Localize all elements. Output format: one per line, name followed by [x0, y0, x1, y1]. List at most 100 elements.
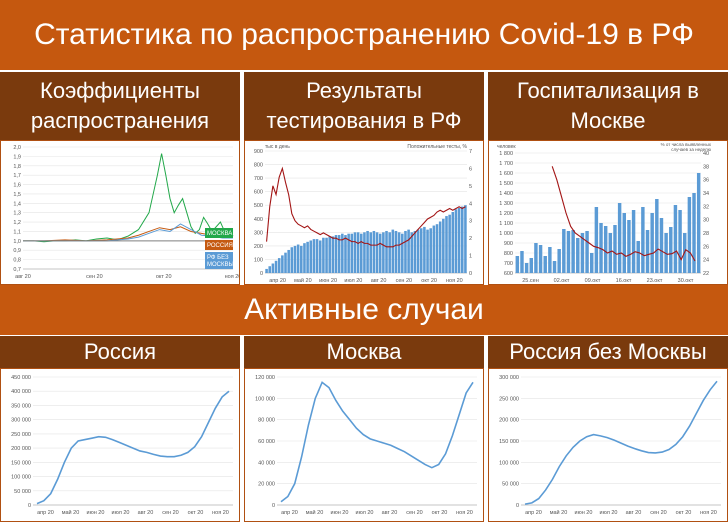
x-tick-label: ноя 20	[225, 274, 239, 280]
series-line	[266, 166, 466, 248]
y-tick-label: 350 000	[11, 403, 31, 409]
bar	[296, 244, 300, 273]
x-tick-label: авг 20	[15, 274, 31, 280]
x-tick-label: окт 20	[156, 274, 172, 280]
chart-coef: 2,0 1,9 1,8 1,7 1,6 1,5 1,4 1,3 1,2 1,1 1,0 0,9 0,8 0…	[13, 145, 241, 280]
bar	[580, 233, 585, 273]
y-tick-label: 800	[254, 163, 263, 169]
x-tick-label: окт 20	[421, 278, 437, 284]
y2-tick-label: 1	[469, 254, 472, 260]
y-tick-label: 50 000	[14, 489, 31, 495]
bar	[334, 235, 338, 273]
y-tick-label: 300 000	[499, 375, 519, 381]
x-tick-label: сен 20	[650, 510, 667, 516]
bar	[603, 226, 608, 273]
legend-label: РОССИЯ	[207, 243, 233, 249]
y-tick-label: 600	[254, 190, 263, 196]
bar	[378, 233, 382, 273]
y-tick-label: 80 000	[258, 418, 275, 424]
header-tests: Результаты тестирования в РФ	[244, 72, 484, 140]
y2-tick-label: 26	[703, 244, 709, 250]
series-line	[524, 380, 718, 505]
y-axis-label: тыс в день	[265, 144, 290, 150]
bar	[407, 229, 410, 273]
x-tick-label: май 20	[294, 277, 312, 284]
bar	[359, 233, 363, 273]
y-tick-label: 100 000	[11, 475, 31, 481]
header-russia: Россия	[0, 336, 240, 368]
x-tick-label: авг 20	[382, 510, 398, 516]
y-tick-label: 0,9	[13, 248, 21, 254]
y-tick-label: 1,1	[13, 229, 21, 235]
y-tick-label: 1 100	[499, 221, 513, 227]
y-tick-label: 0	[516, 503, 519, 509]
bar	[631, 210, 636, 273]
y-tick-label: 1,8	[13, 164, 21, 170]
y-tick-label: 250 000	[11, 432, 31, 438]
x-tick-label: ноя 20	[456, 510, 473, 516]
y-tick-label: 450 000	[11, 375, 31, 381]
x-tick-label: окт 20	[188, 510, 204, 516]
y-tick-label: 0	[260, 271, 263, 277]
y-tick-label: 200 000	[11, 446, 31, 452]
bar	[404, 230, 407, 273]
y2-axis-label: Положительные тесты, %	[407, 144, 467, 150]
bar	[696, 173, 701, 273]
bar	[585, 231, 589, 273]
y-tick-label: 400	[254, 217, 263, 223]
bar	[460, 206, 464, 273]
y-tick-label: 100 000	[499, 460, 519, 466]
x-tick-label: 25.сен	[522, 278, 539, 284]
y2-tick-label: 30	[703, 218, 709, 224]
y-tick-label: 2,0	[13, 145, 21, 151]
bar	[438, 221, 442, 273]
bar	[382, 232, 385, 273]
series-line	[280, 381, 474, 503]
y2-tick-label: 34	[703, 191, 709, 197]
x-tick-label: апр 20	[37, 510, 54, 516]
y-tick-label: 700	[254, 176, 263, 182]
x-tick-label: июл 20	[344, 278, 362, 284]
bar	[274, 260, 278, 273]
bar	[300, 245, 303, 273]
y-tick-label: 1 200	[499, 211, 513, 217]
y-tick-label: 0,7	[13, 267, 21, 273]
x-tick-label: июн 20	[331, 510, 349, 516]
legend-label: МОСКВЫ	[207, 262, 234, 268]
y-tick-label: 150 000	[499, 439, 519, 445]
bar	[432, 225, 436, 273]
x-tick-label: ноя 20	[700, 510, 717, 516]
y-tick-label: 0	[272, 503, 275, 509]
bar	[622, 213, 626, 273]
x-tick-label: апр 20	[281, 510, 298, 516]
bar	[284, 252, 287, 273]
bar	[548, 247, 552, 273]
y-tick-label: 1 400	[499, 191, 513, 197]
bar	[576, 238, 580, 273]
series-line	[23, 153, 234, 243]
bar	[401, 233, 404, 273]
legend-label: РФ БЕЗ	[207, 255, 229, 261]
panel-tests: 900 800 700 600 500 400 300 200 100 0 7 6 5 4 3 2 1 0 апр …	[244, 140, 484, 285]
y-tick-label: 200	[254, 244, 263, 250]
y2-tick-label: 32	[703, 204, 709, 210]
header-coef: Коэффициенты распространения	[0, 72, 240, 140]
x-tick-label: май 20	[550, 509, 568, 516]
header-hosp: Госпитализация в Москве	[488, 72, 728, 140]
x-tick-label: авг 20	[371, 278, 387, 284]
x-tick-label: сен 20	[162, 510, 179, 516]
bar	[692, 193, 696, 273]
bar	[613, 225, 617, 273]
panel-coef: 2,0 1,9 1,8 1,7 1,6 1,5 1,4 1,3 1,2 1,1 1,0 0,9 0,8 0…	[0, 140, 241, 285]
bar	[290, 247, 294, 273]
y-tick-label: 40 000	[258, 460, 275, 466]
bar	[328, 236, 331, 273]
y2-tick-label: 22	[703, 271, 709, 277]
legend-swatch	[205, 228, 233, 238]
x-tick-label: июн 20	[575, 510, 593, 516]
bar	[448, 214, 451, 273]
y2-axis-label: случаев за неделю	[671, 147, 711, 152]
x-tick-label: 16.окт	[616, 278, 632, 284]
bar	[287, 249, 290, 273]
